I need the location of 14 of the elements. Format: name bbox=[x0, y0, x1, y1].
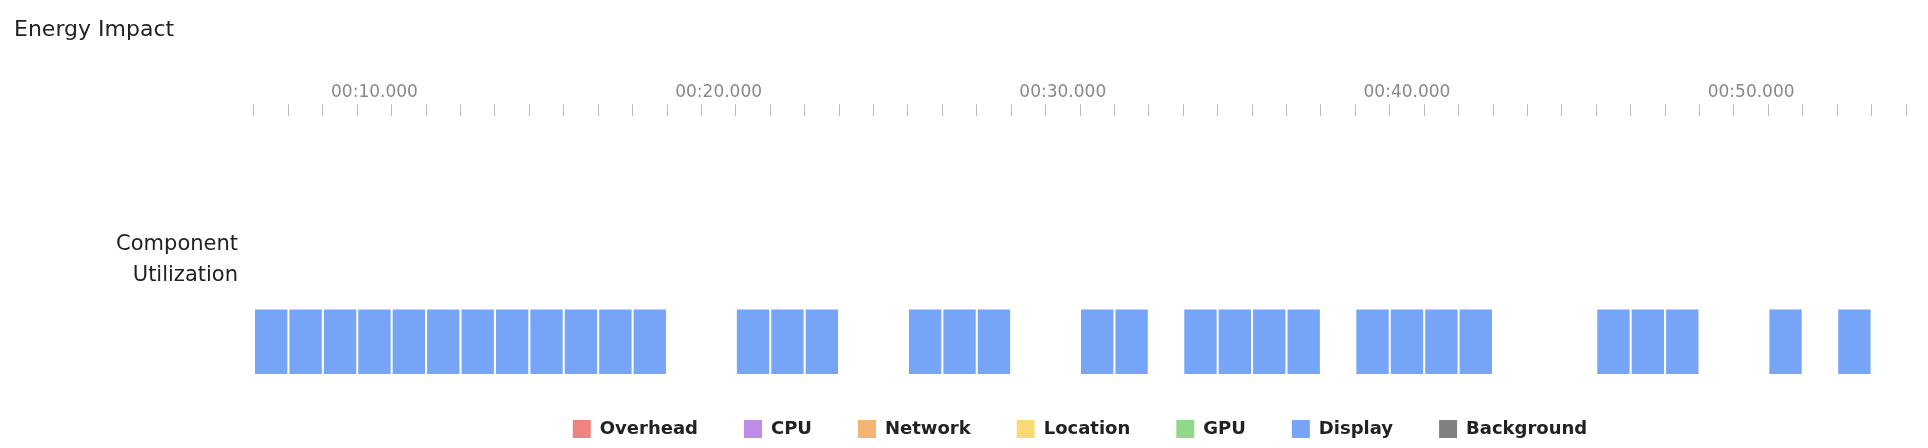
legend-label: CPU bbox=[770, 416, 812, 438]
y-axis-title: Component Utilization bbox=[115, 230, 238, 288]
legend-label: GPU bbox=[1203, 416, 1246, 438]
legend-label: Location bbox=[1043, 416, 1131, 438]
chart-title: Energy Impact bbox=[14, 16, 175, 41]
x-tick-label: 00:50.000 bbox=[1707, 80, 1795, 101]
legend-label: Overhead bbox=[599, 416, 698, 438]
legend-label: Network bbox=[884, 416, 972, 438]
x-tick-label: 00:10.000 bbox=[331, 80, 418, 101]
x-tick-label: 00:30.000 bbox=[1019, 80, 1107, 101]
x-tick-label: 00:40.000 bbox=[1363, 80, 1451, 101]
legend-label: Display bbox=[1318, 416, 1394, 438]
x-tick-label: 00:20.000 bbox=[675, 80, 763, 101]
legend-label: Background bbox=[1466, 416, 1588, 438]
